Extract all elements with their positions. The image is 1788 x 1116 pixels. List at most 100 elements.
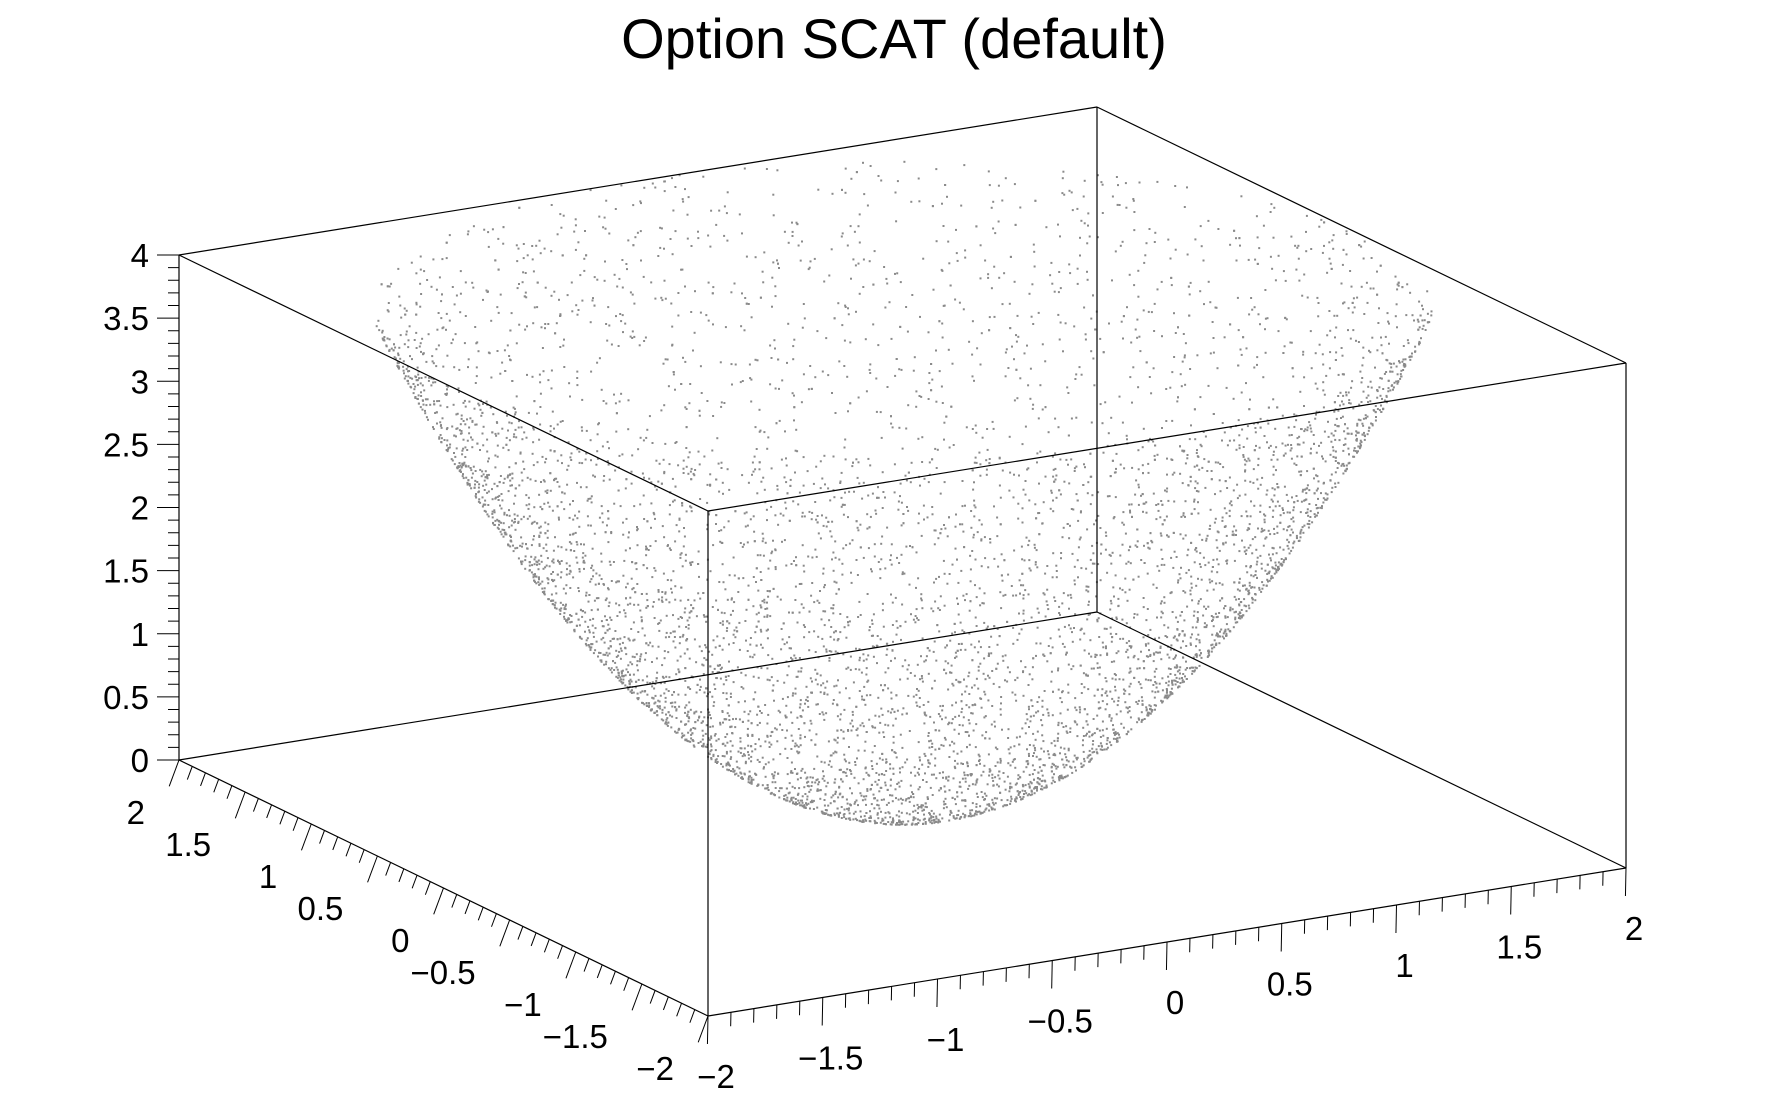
scatter-point [888,812,891,815]
scatter-point [537,559,540,562]
scatter-point [831,192,834,195]
scatter-point [778,267,780,269]
scatter-point [756,554,759,557]
scatter-point [460,465,463,468]
scatter-point [678,530,681,533]
scatter-point [762,537,765,540]
scatter-point [623,559,626,562]
scatter-point [1122,337,1124,340]
scatter-point [705,615,708,618]
scatter-point [924,821,927,823]
scatter-point [905,812,908,815]
scatter-point [544,286,547,289]
scatter-point [720,401,723,404]
scatter-point [386,309,389,312]
scatter-point [1238,614,1241,617]
scatter-point [807,705,810,708]
scatter-point [802,303,805,305]
scatter-point [1178,685,1181,688]
scatter-point [1088,235,1091,238]
scatter-point [1381,397,1383,400]
scatter-point [867,679,870,682]
scatter-point [604,227,607,230]
scatter-point [1031,793,1034,796]
scatter-point [810,799,813,802]
scatter-point [1186,253,1189,256]
scatter-point [1421,304,1423,307]
scatter-point [738,621,741,624]
scatter-point [534,479,537,482]
scatter-point [877,175,880,177]
scatter-point [496,350,499,352]
scatter-point [1246,437,1249,440]
scatter-point [657,255,660,257]
scatter-point [761,756,764,759]
scatter-point [531,375,534,378]
scatter-point [1242,446,1245,448]
scatter-point [809,776,812,779]
scatter-point [1068,537,1071,540]
scatter-point [1165,515,1168,518]
scatter-point [538,563,541,566]
scatter-point [865,819,868,822]
scatter-point [676,731,679,734]
scatter-point [1302,350,1305,353]
scatter-point [863,193,866,196]
scatter-point [1299,511,1302,514]
scatter-point [674,186,677,188]
scatter-point [916,771,919,774]
scatter-point [855,729,858,731]
scatter-point [610,671,613,674]
scatter-point [870,568,872,571]
scatter-point [613,393,615,396]
scatter-point [988,184,991,187]
scatter-point [822,645,825,648]
scatter-point [1152,684,1155,686]
scatter-point [1277,569,1280,572]
scatter-point [961,523,964,526]
scatter-point [722,637,725,640]
scatter-point [1253,504,1256,507]
scatter-point [944,716,947,719]
scatter-point [834,750,837,753]
scatter-point [1352,407,1355,410]
scatter-point [878,731,881,734]
scatter-point [1191,672,1194,675]
scatter-point [702,175,705,178]
scatter-point [938,630,941,633]
scatter-point [996,748,999,751]
scatter-point [1219,635,1221,638]
scatter-point [815,779,818,782]
scatter-point [1277,566,1279,568]
scatter-point [415,301,418,304]
scatter-point [863,749,866,752]
scatter-point [928,372,931,374]
scatter-point [960,762,963,765]
scatter-point [1316,475,1319,478]
scatter-point [698,414,701,417]
scatter-point [1303,273,1306,276]
scatter-point [1136,721,1139,724]
scatter-point [1155,518,1158,521]
scatter-point [1249,515,1252,518]
scatter-point [432,426,434,429]
scatter-point [796,450,799,453]
scatter-point [794,742,797,745]
scatter-point [861,695,863,698]
scatter-point [954,525,957,528]
scatter-point [874,714,877,717]
scatter-point [820,618,823,621]
scatter-point [1083,306,1086,309]
scatter-point [620,184,623,187]
scatter-point [1121,618,1124,621]
scatter-point [429,403,432,406]
scatter-point [1160,500,1163,502]
scatter-point [1075,493,1078,496]
scatter-point [494,454,497,457]
scatter-point [1290,341,1293,344]
scatter-point [1176,670,1179,673]
scatter-point [834,778,837,781]
scatter-point [732,681,735,684]
scatter-point [913,804,916,807]
scatter-point [709,245,712,248]
